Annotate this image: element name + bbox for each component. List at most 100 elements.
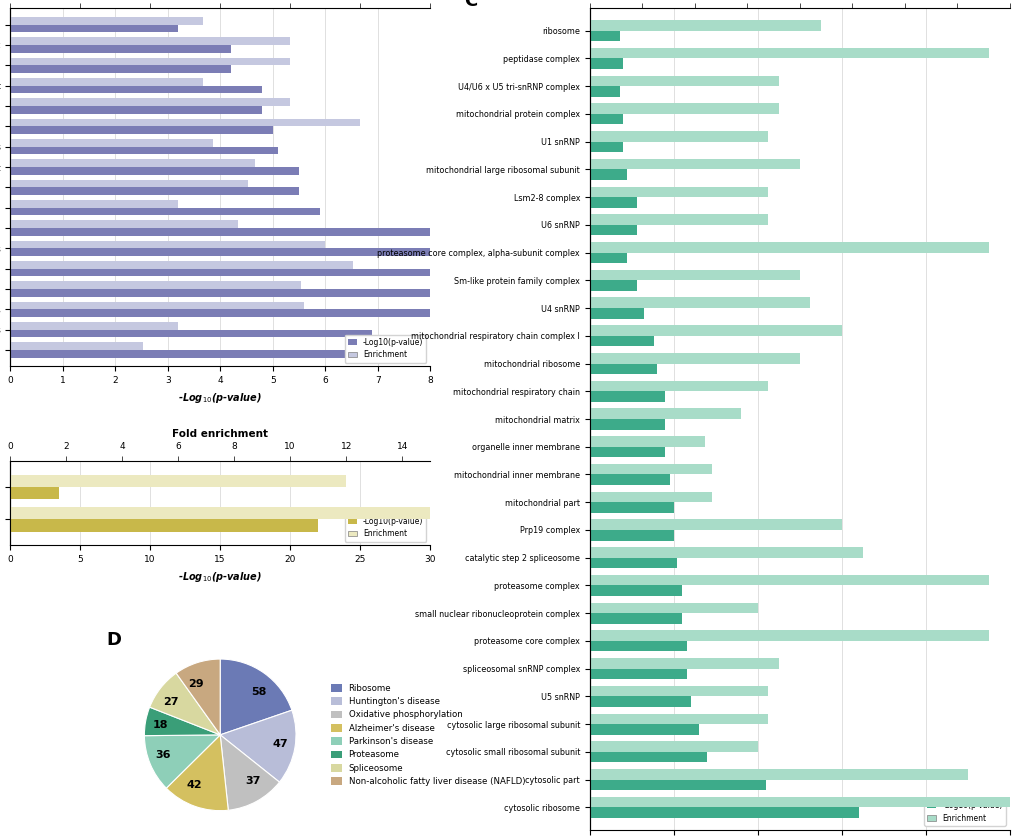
Bar: [589, 280, 636, 291]
Bar: [589, 158, 799, 169]
Wedge shape: [176, 659, 220, 735]
Bar: [10, 282, 301, 289]
Bar: [589, 547, 862, 558]
Bar: [589, 103, 779, 114]
Bar: [589, 187, 767, 197]
Bar: [589, 742, 757, 752]
Bar: [589, 380, 767, 391]
Legend: -Log10(p-value), Enrichment: -Log10(p-value), Enrichment: [344, 514, 426, 541]
Bar: [10, 139, 213, 147]
Bar: [589, 530, 674, 541]
Bar: [10, 58, 290, 65]
Bar: [589, 242, 987, 252]
Bar: [589, 613, 682, 623]
Bar: [10, 507, 794, 520]
Bar: [589, 502, 674, 513]
Text: 58: 58: [251, 686, 266, 696]
X-axis label: -Log$_{10}$(p-value): -Log$_{10}$(p-value): [178, 391, 262, 405]
Bar: [10, 159, 255, 167]
Bar: [10, 98, 290, 106]
Bar: [589, 59, 623, 69]
Bar: [589, 437, 704, 447]
Bar: [10, 520, 318, 532]
Bar: [10, 241, 325, 248]
Bar: [589, 797, 1019, 808]
Bar: [589, 30, 620, 41]
Bar: [589, 252, 626, 263]
Bar: [10, 179, 248, 188]
Wedge shape: [220, 659, 291, 735]
Bar: [589, 464, 711, 474]
Bar: [589, 325, 841, 336]
Bar: [589, 752, 707, 763]
Bar: [589, 114, 623, 124]
Text: 37: 37: [246, 776, 261, 786]
X-axis label: -Log$_{10}$(p-value): -Log$_{10}$(p-value): [178, 570, 262, 583]
Wedge shape: [220, 735, 279, 810]
Bar: [589, 769, 967, 779]
Bar: [589, 297, 809, 308]
Text: 29: 29: [189, 680, 204, 690]
Bar: [589, 724, 698, 735]
Bar: [10, 45, 230, 53]
Bar: [589, 603, 757, 613]
Bar: [589, 391, 664, 401]
Bar: [589, 447, 664, 458]
Bar: [10, 474, 345, 487]
Bar: [589, 308, 643, 318]
Bar: [589, 696, 690, 707]
Bar: [10, 17, 203, 24]
Bar: [589, 669, 687, 680]
Legend: -Log10(p-value), Enrichment: -Log10(p-value), Enrichment: [923, 798, 1005, 825]
Bar: [10, 350, 367, 358]
Bar: [589, 419, 664, 430]
Text: C: C: [464, 0, 477, 10]
Bar: [589, 630, 987, 641]
Bar: [589, 586, 682, 596]
Bar: [10, 106, 262, 114]
Bar: [10, 343, 143, 350]
Bar: [10, 208, 320, 215]
Bar: [10, 248, 462, 256]
Wedge shape: [220, 711, 296, 782]
Bar: [589, 558, 677, 568]
Bar: [10, 37, 290, 45]
Bar: [10, 85, 262, 93]
Bar: [10, 228, 445, 235]
Bar: [10, 167, 299, 175]
Bar: [10, 220, 237, 228]
Wedge shape: [150, 673, 220, 735]
Bar: [589, 492, 711, 502]
Bar: [589, 474, 669, 485]
Bar: [10, 200, 178, 208]
Bar: [10, 322, 178, 329]
Bar: [589, 779, 765, 790]
Bar: [10, 329, 372, 338]
Bar: [589, 353, 799, 364]
Bar: [10, 269, 467, 277]
Bar: [589, 685, 767, 696]
Bar: [589, 336, 653, 346]
Bar: [10, 289, 524, 297]
Legend: -Log10(p-value), Enrichment: -Log10(p-value), Enrichment: [344, 334, 426, 363]
Bar: [589, 808, 858, 818]
Wedge shape: [145, 707, 220, 736]
Bar: [589, 20, 820, 30]
Bar: [589, 270, 799, 280]
Text: 47: 47: [272, 739, 287, 749]
Bar: [10, 119, 360, 127]
Bar: [10, 487, 59, 499]
Bar: [10, 65, 230, 73]
Text: 36: 36: [156, 750, 171, 760]
Bar: [589, 215, 767, 225]
Bar: [10, 127, 272, 134]
Text: 27: 27: [163, 697, 178, 707]
Text: D: D: [106, 631, 121, 649]
Wedge shape: [145, 735, 220, 789]
Bar: [589, 575, 987, 586]
Bar: [589, 658, 779, 669]
Bar: [10, 147, 277, 154]
Bar: [10, 78, 203, 85]
Bar: [589, 714, 767, 724]
Bar: [589, 131, 767, 142]
